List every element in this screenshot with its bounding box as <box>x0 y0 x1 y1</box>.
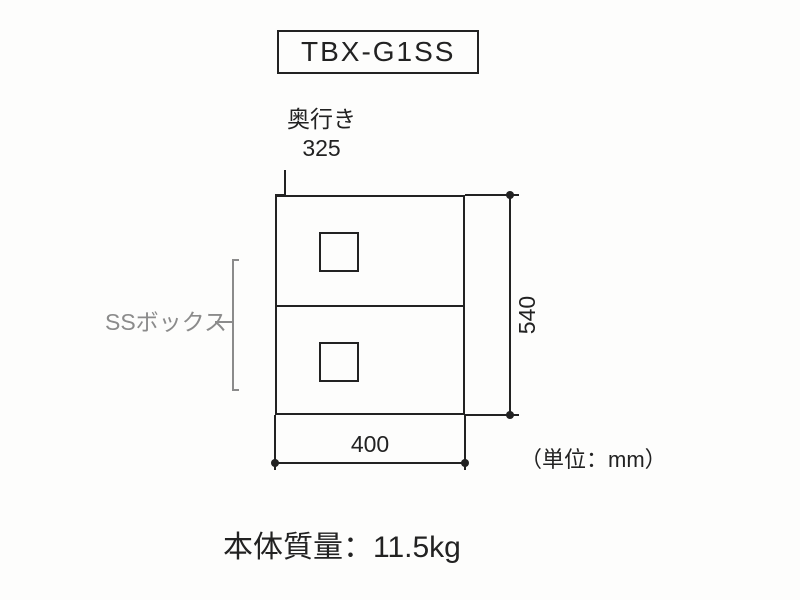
width-value: 400 <box>351 431 389 457</box>
cabinet-outline <box>275 195 465 415</box>
width-dim: 400 <box>271 415 469 470</box>
depth-value: 325 <box>302 135 340 161</box>
height-dim: 540 <box>465 191 540 419</box>
weight-line: 本体質量：11.5kg <box>223 522 461 566</box>
ssbox-bracket: SSボックス <box>105 260 239 390</box>
depth-label: 奥行き 325 <box>287 105 356 163</box>
depth-leader <box>275 170 285 195</box>
cabinet-divider <box>277 305 463 307</box>
height-value: 540 <box>514 296 540 334</box>
inner-square-bottom <box>319 342 359 382</box>
unit-note: （単位：mm） <box>520 442 667 474</box>
depth-word: 奥行き <box>287 106 356 132</box>
model-title: TBX-G1SS <box>277 30 479 74</box>
inner-square-top <box>319 232 359 272</box>
ssbox-label: SSボックス <box>105 309 227 335</box>
